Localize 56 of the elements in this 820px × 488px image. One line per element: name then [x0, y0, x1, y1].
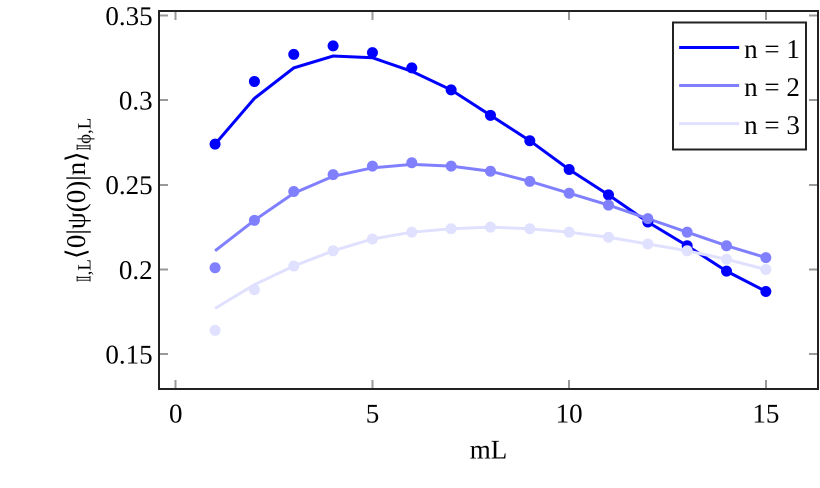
point [248, 214, 260, 226]
point [288, 260, 300, 272]
point [328, 169, 339, 180]
legend-label: n = 2 [744, 72, 800, 102]
point [682, 226, 693, 238]
point [406, 157, 418, 168]
y-tick-label: 0.3 [118, 86, 153, 116]
legend-label: n = 1 [744, 34, 800, 64]
legend-label: n = 3 [744, 110, 800, 140]
point [248, 76, 260, 87]
point [446, 223, 457, 234]
point [760, 286, 772, 297]
point [366, 47, 378, 58]
point [406, 226, 418, 238]
point [524, 135, 536, 146]
point [288, 186, 300, 198]
point [524, 223, 536, 234]
point [642, 213, 654, 224]
y-tick-label: 0.35 [105, 0, 153, 31]
point [760, 252, 772, 264]
point [210, 262, 221, 274]
x-tick-label: 5 [366, 398, 380, 428]
point [564, 164, 575, 176]
point [524, 176, 536, 187]
point [721, 240, 732, 252]
point [446, 84, 457, 96]
point [446, 160, 457, 172]
point [602, 232, 614, 243]
point [366, 160, 378, 172]
point [406, 62, 418, 74]
x-tick-label: 10 [556, 398, 583, 428]
x-tick-label: 0 [168, 398, 182, 428]
point [210, 324, 221, 336]
point [642, 238, 654, 250]
y-tick-label: 0.2 [118, 254, 153, 285]
point [484, 222, 496, 233]
point [721, 266, 732, 277]
point [564, 188, 575, 199]
point [484, 166, 496, 177]
point [328, 40, 339, 52]
point [721, 254, 732, 265]
x-tick-label: 15 [752, 398, 780, 428]
point [602, 200, 614, 211]
point [484, 110, 496, 121]
y-tick-label: 0.25 [105, 170, 153, 200]
y-tick-label: 0.15 [105, 340, 153, 370]
x-axis-title: mL [470, 434, 508, 464]
point [760, 264, 772, 275]
point [366, 233, 378, 244]
point [564, 226, 575, 238]
point [248, 284, 260, 296]
point [210, 138, 221, 150]
point [682, 245, 693, 256]
point [328, 245, 339, 256]
point [602, 189, 614, 200]
point [288, 48, 300, 60]
